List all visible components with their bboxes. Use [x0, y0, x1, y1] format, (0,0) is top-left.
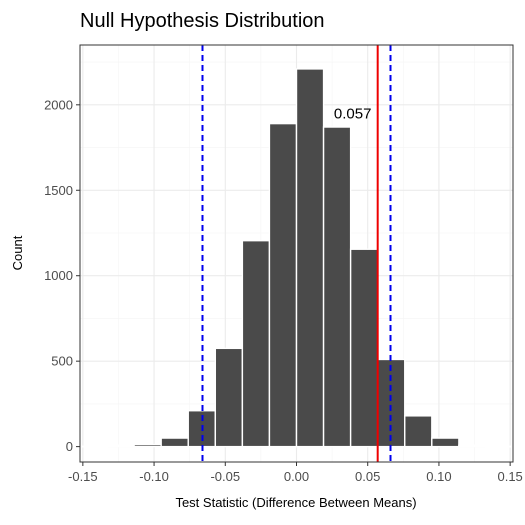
histogram-bar: [404, 415, 433, 448]
x-tick-label: 0.10: [426, 469, 451, 484]
y-axis-title: Count: [10, 235, 25, 270]
histogram-bar: [160, 437, 189, 448]
histogram-bar: [268, 122, 298, 448]
y-tick-label: 2000: [44, 97, 73, 112]
x-tick-label: -0.10: [139, 469, 169, 484]
observed-value-label: 0.057: [334, 105, 372, 122]
x-tick-label: 0.05: [355, 469, 380, 484]
x-axis-title: Test Statistic (Difference Between Means…: [175, 495, 416, 510]
y-tick-label: 0: [66, 439, 73, 454]
histogram-bar: [485, 445, 514, 448]
histogram-bar: [376, 358, 406, 448]
histogram-bar: [214, 347, 244, 448]
x-tick-label: 0.15: [497, 469, 522, 484]
histogram-bar: [458, 444, 487, 448]
histogram-bar: [133, 443, 162, 448]
y-tick-label: 1000: [44, 268, 73, 283]
chart-title: Null Hypothesis Distribution: [80, 10, 325, 32]
histogram-bar: [295, 68, 325, 448]
y-tick-label: 500: [51, 354, 73, 369]
x-axis-ticks: -0.15 -0.10 -0.05 0.00 0.05 0.10 0.15: [68, 462, 523, 484]
y-axis-ticks: 0 500 1000 1500 2000: [44, 97, 80, 454]
reference-lines: [201, 45, 392, 462]
histogram-bar: [349, 248, 379, 448]
x-tick-label: -0.15: [68, 469, 98, 484]
histogram-bar: [106, 444, 135, 448]
histogram-bars: [79, 68, 514, 448]
y-tick-label: 1500: [44, 183, 73, 198]
histogram-bar: [241, 239, 271, 448]
x-tick-label: -0.05: [210, 469, 240, 484]
x-tick-label: 0.00: [284, 469, 309, 484]
histogram-bar: [79, 445, 108, 448]
histogram-bar: [431, 437, 460, 448]
histogram-bar: [322, 126, 352, 448]
